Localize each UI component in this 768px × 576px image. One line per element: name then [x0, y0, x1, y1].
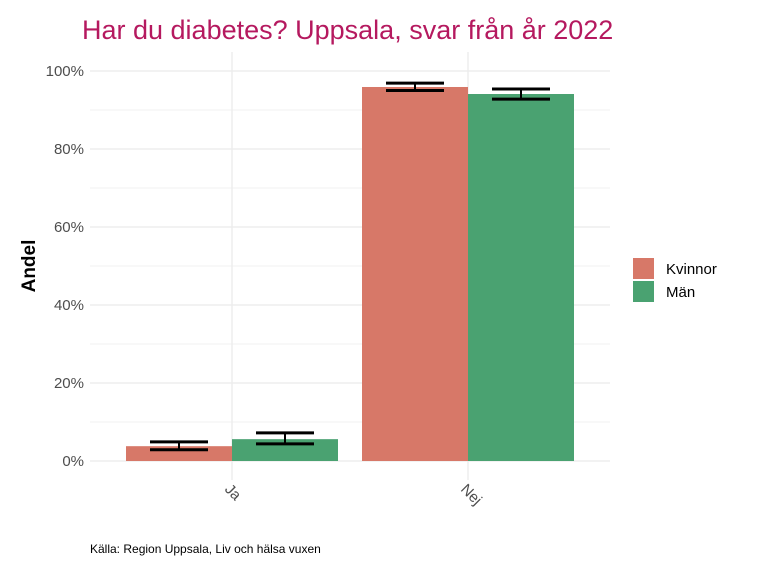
legend: Kvinnor Män [633, 258, 717, 302]
x-tick-label: Nej [457, 481, 485, 509]
y-tick-label: 100% [46, 63, 84, 80]
error-bar [150, 440, 208, 452]
y-tick-label: 20% [54, 375, 84, 392]
chart-title: Har du diabetes? Uppsala, svar från år 2… [82, 15, 613, 45]
legend-key-män [633, 281, 654, 302]
x-axis: Ja Nej [221, 481, 485, 509]
bar-kvinnor-nej [362, 86, 468, 462]
legend-key-kvinnor [633, 258, 654, 279]
y-axis: 0% 20% 40% 60% 80% 100% [46, 63, 84, 470]
y-tick-label: 40% [54, 297, 84, 314]
y-tick-label: 60% [54, 219, 84, 236]
error-bar [256, 431, 314, 446]
x-tick-label: Ja [221, 481, 245, 505]
bars [126, 81, 574, 462]
error-bar [386, 81, 444, 92]
legend-label: Kvinnor [666, 261, 717, 278]
caption: Källa: Region Uppsala, Liv och hälsa vux… [90, 542, 321, 556]
legend-label: Män [666, 284, 695, 301]
y-tick-label: 80% [54, 141, 84, 158]
y-tick-label: 0% [62, 453, 84, 470]
error-bar [492, 87, 550, 101]
bar-män-nej [468, 94, 574, 461]
y-axis-label: Andel [19, 240, 40, 293]
